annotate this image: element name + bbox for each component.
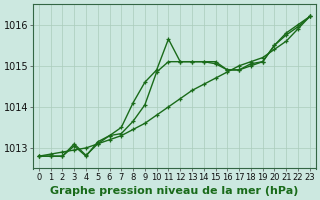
X-axis label: Graphe pression niveau de la mer (hPa): Graphe pression niveau de la mer (hPa): [50, 186, 299, 196]
